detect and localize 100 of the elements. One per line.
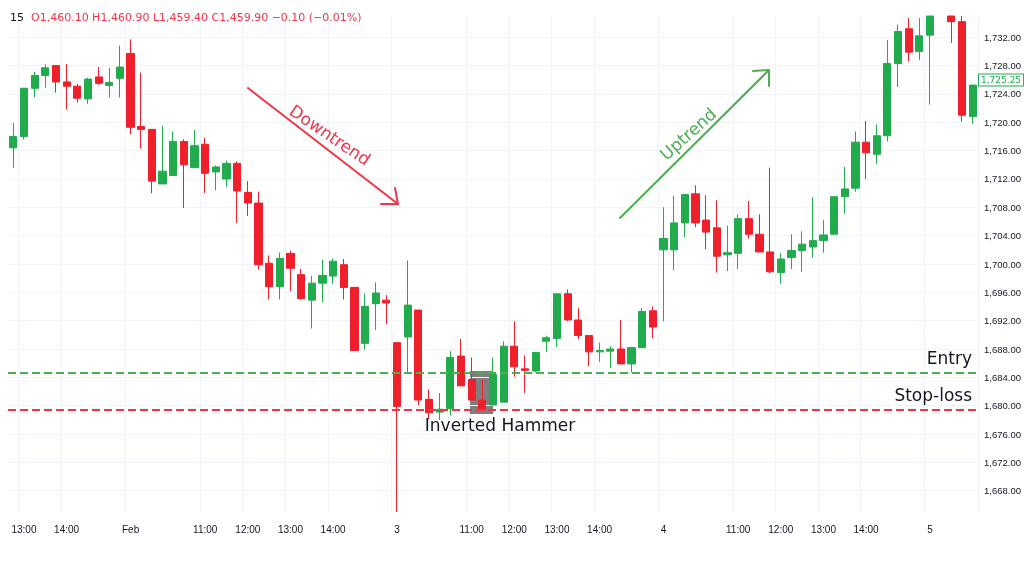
x-tick-label: 14:00 <box>54 523 80 535</box>
x-tick-label: 11:00 <box>459 523 485 535</box>
candlestick <box>361 293 369 351</box>
candlestick <box>723 225 732 272</box>
candlestick <box>851 131 860 193</box>
x-tick-label: 14:00 <box>320 523 347 535</box>
candlestick <box>340 258 348 300</box>
candlestick <box>318 259 327 303</box>
candlestick <box>414 309 422 406</box>
candlestick <box>457 338 465 387</box>
ref-line-label: Entry <box>926 347 972 368</box>
candlestick <box>766 167 774 274</box>
candlestick <box>222 160 231 188</box>
candlestick <box>73 83 81 103</box>
candlestick <box>489 357 497 406</box>
candlestick <box>787 233 796 270</box>
candlestick <box>862 120 870 180</box>
candlestick <box>393 342 401 513</box>
candlestick <box>532 351 540 373</box>
x-tick-label: 11:00 <box>726 523 751 535</box>
candlestick <box>745 200 753 239</box>
candlestick <box>20 87 28 140</box>
y-tick-label: 1,712.00 <box>984 173 1021 185</box>
candlestick <box>553 293 561 348</box>
candlestick <box>84 77 92 105</box>
candlestick <box>95 66 103 86</box>
y-tick-label: 1,720.00 <box>984 116 1021 128</box>
candlestick <box>691 184 700 228</box>
candlestick <box>606 345 614 369</box>
candlestick <box>798 230 806 273</box>
candlestick <box>894 24 902 88</box>
candlestick <box>681 194 689 238</box>
y-tick-label: 1,676.00 <box>984 428 1021 440</box>
x-tick-label: 12:00 <box>501 523 528 535</box>
candlestick <box>638 307 646 349</box>
candlestick <box>670 195 678 271</box>
y-tick-label: 1,668.00 <box>984 485 1021 497</box>
y-tick-label: 1,696.00 <box>984 286 1021 298</box>
candlestick <box>446 350 454 417</box>
candlestick <box>63 63 71 111</box>
x-tick-label: 13:00 <box>544 523 570 535</box>
candlestick <box>702 194 710 250</box>
candlestick <box>915 17 923 61</box>
candlestick <box>286 250 295 292</box>
text: 1,725.25 <box>981 75 1022 85</box>
candlestick <box>41 63 49 89</box>
candlestick <box>169 131 177 176</box>
y-tick-label: 1,672.00 <box>984 456 1021 468</box>
candlestick <box>627 346 636 373</box>
y-tick-label: 1,688.00 <box>984 343 1021 355</box>
candlestick <box>468 357 476 401</box>
candlestick <box>883 39 891 142</box>
candlestick <box>116 45 124 98</box>
candlestick <box>905 17 913 62</box>
y-tick-label: 1,704.00 <box>984 230 1021 242</box>
candlestick <box>308 275 316 329</box>
candlestick <box>596 342 604 363</box>
candlestick <box>212 165 220 191</box>
x-tick-label: 12:00 <box>235 523 261 535</box>
ref-line-label: Stop-loss <box>894 385 973 406</box>
candlestick <box>265 255 273 300</box>
candlestick <box>180 138 188 209</box>
x-tick-label: Feb <box>121 523 140 535</box>
x-tick-label: 4 <box>660 523 667 535</box>
x-tick-label: 14:00 <box>853 523 880 535</box>
candlestick <box>126 38 135 135</box>
candlestick <box>137 72 145 149</box>
candlestick <box>350 286 359 351</box>
candlestick <box>947 15 955 44</box>
x-tick-label: 13:00 <box>277 523 304 535</box>
candlestick <box>542 335 550 353</box>
x-tick-label: 13:00 <box>810 523 837 535</box>
candlestick <box>148 128 156 194</box>
candlestick <box>777 252 785 285</box>
candlestick <box>617 319 625 365</box>
candlestick <box>254 191 263 271</box>
y-tick-label: 1,680.00 <box>984 400 1021 412</box>
candlestick <box>478 379 486 411</box>
annotation: Inverted Hammer <box>424 415 576 435</box>
candlestick <box>9 122 17 169</box>
x-tick-label: 11:00 <box>193 523 218 535</box>
candlestick <box>734 213 742 270</box>
candlestick <box>372 281 380 331</box>
candlestick <box>564 289 572 322</box>
candlestick <box>926 15 934 106</box>
candlestick <box>659 206 668 322</box>
x-tick-label: 3 <box>394 523 401 535</box>
y-tick-label: 1,732.00 <box>984 31 1021 43</box>
y-tick-label: 1,700.00 <box>984 258 1021 270</box>
candlestick <box>233 160 241 224</box>
y-tick-label: 1,684.00 <box>984 371 1021 383</box>
candlestick <box>297 268 305 300</box>
y-tick-label: 1,708.00 <box>984 201 1021 213</box>
candlestick <box>276 252 284 300</box>
y-tick-label: 1,728.00 <box>984 60 1021 72</box>
candlestick <box>190 129 199 169</box>
candlestick <box>105 67 113 98</box>
candlestick <box>31 71 39 98</box>
candlestick <box>830 195 838 235</box>
candlestick <box>574 307 582 340</box>
